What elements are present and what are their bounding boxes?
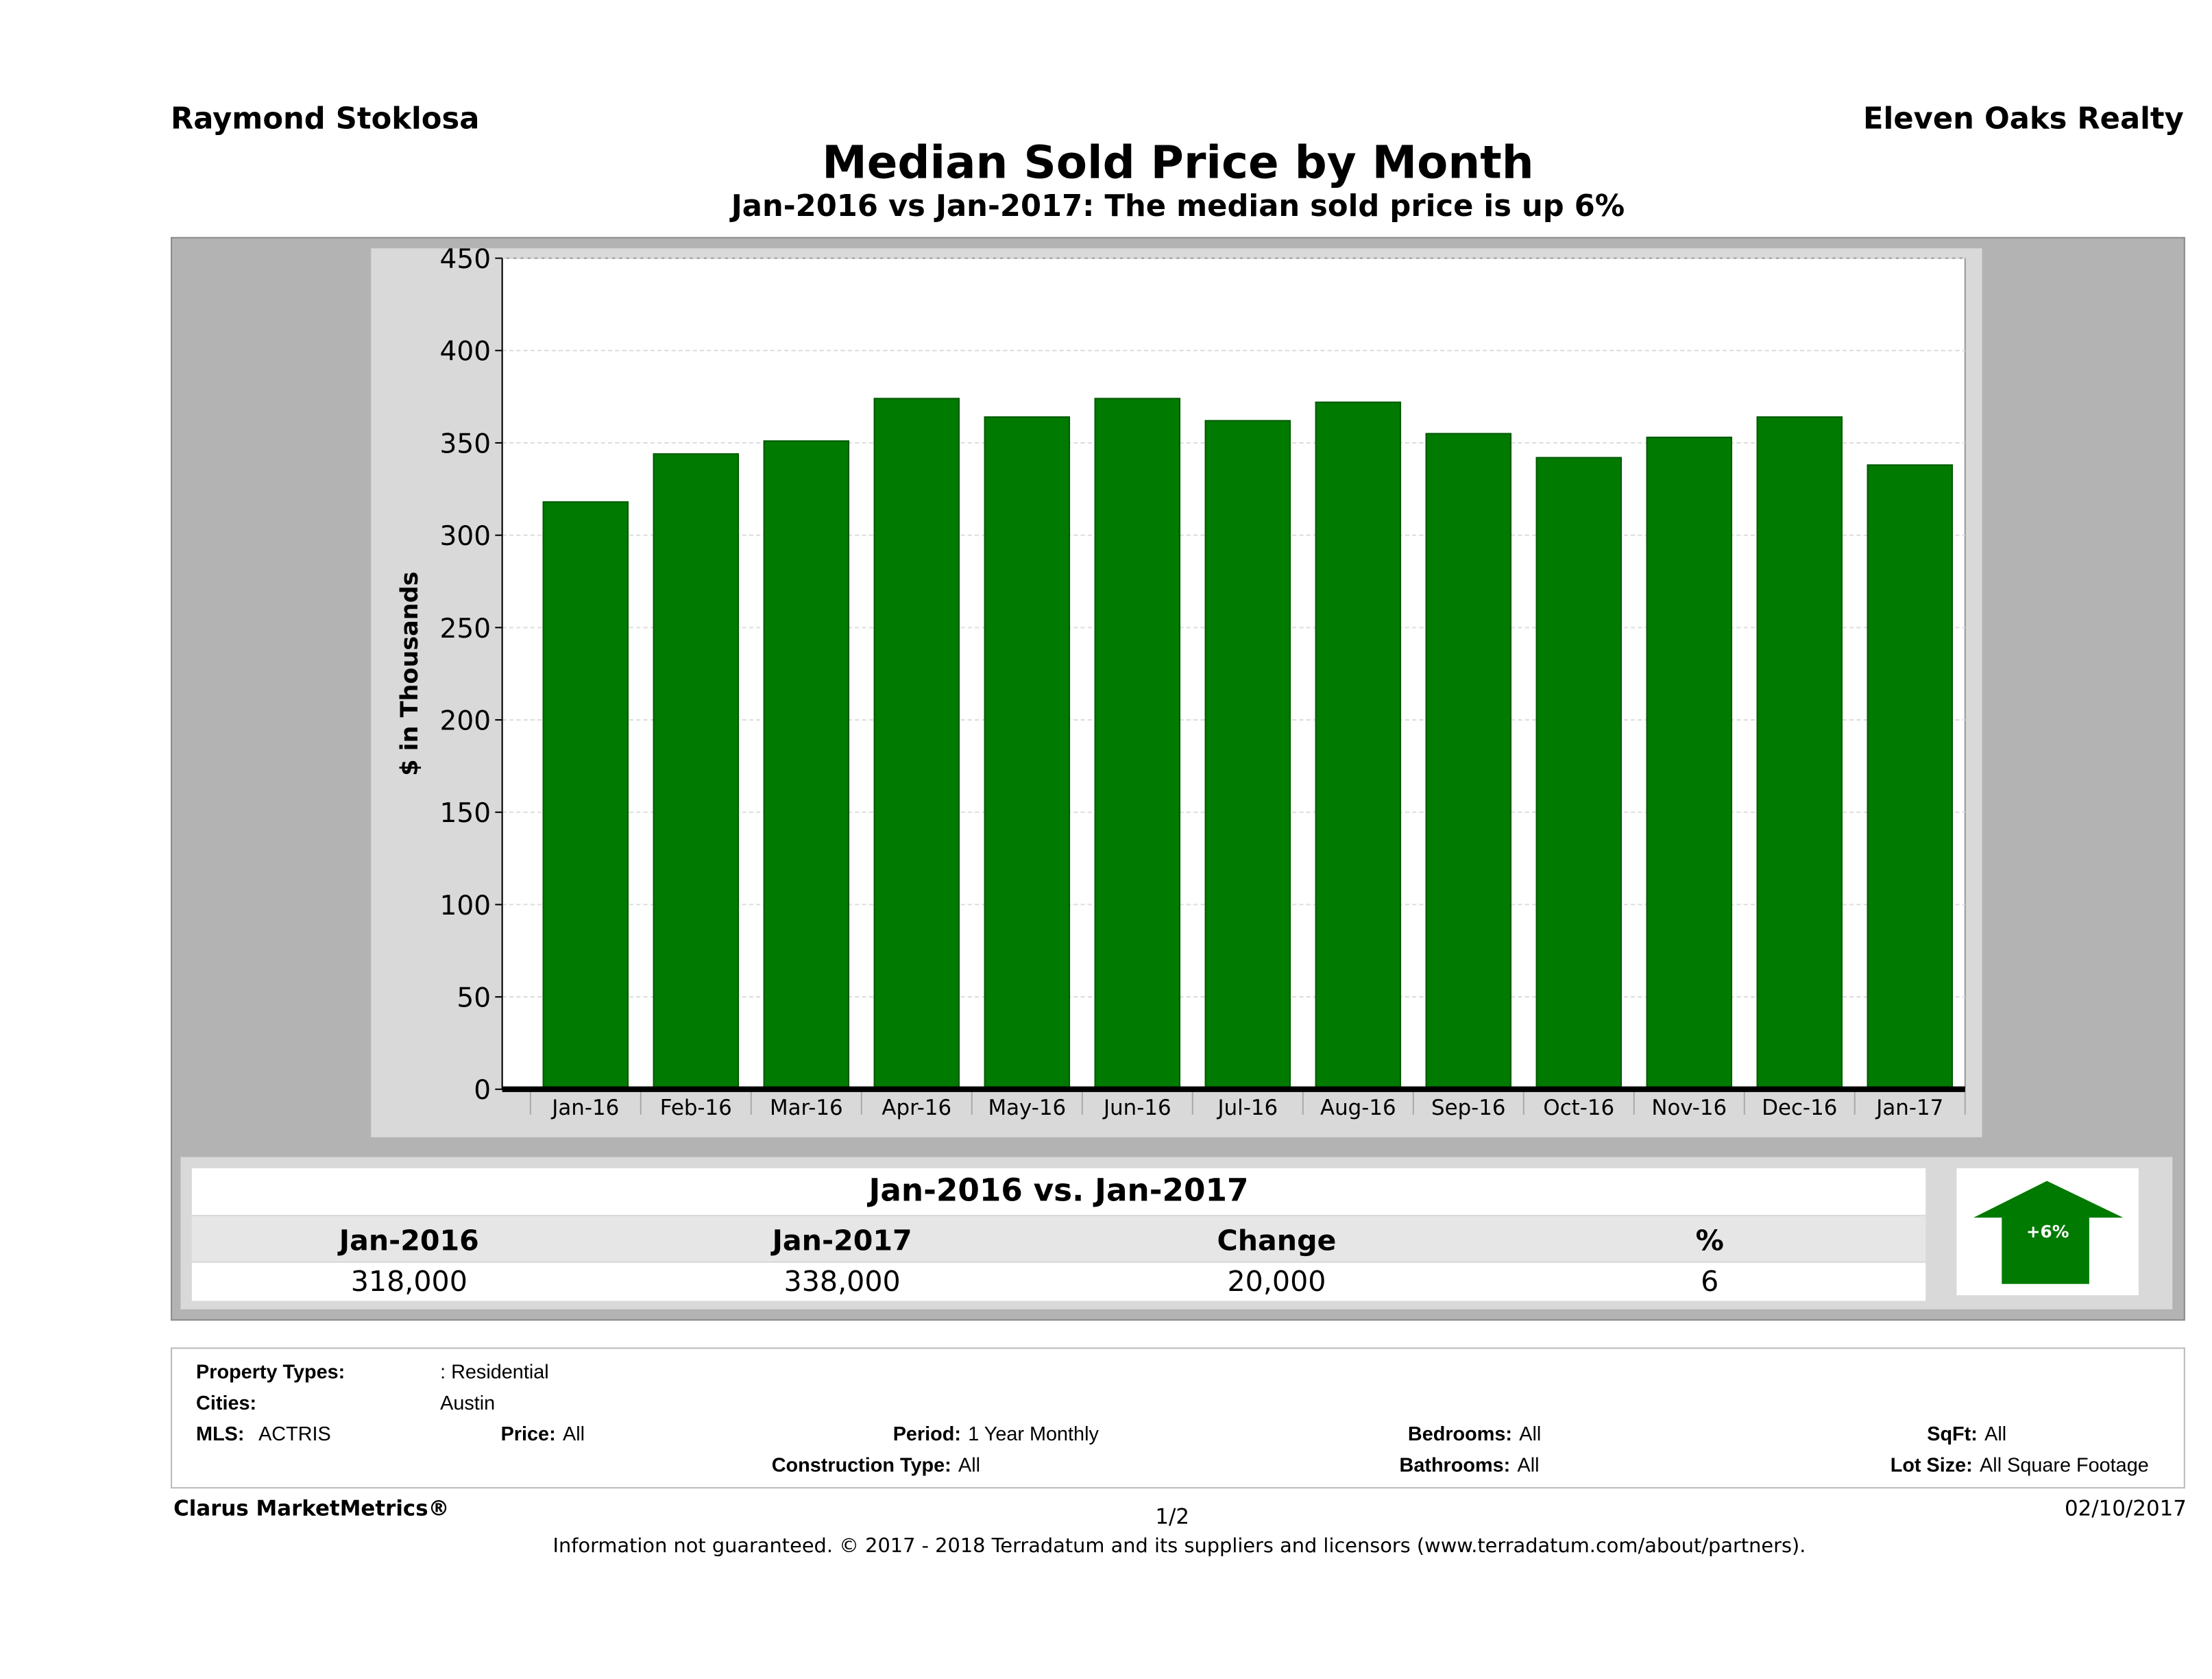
x-tick-label: May-16: [988, 1096, 1066, 1120]
header-percent: %: [1695, 1223, 1724, 1257]
y-tick-label: 0: [474, 1075, 491, 1106]
x-tick-label: Jan-17: [1875, 1096, 1943, 1120]
y-tick-label: 200: [440, 705, 491, 736]
filter-mls: MLS: ACTRIS: [196, 1422, 331, 1445]
bar-chart: 0 50 100 150 200 250 300 350 400 450 Jan-16 Feb-16 M…: [396, 244, 1966, 1120]
cities-label: Cities:: [196, 1391, 257, 1414]
x-tick-label: Jul-16: [1216, 1096, 1278, 1120]
comparison-title-row: Jan-2016 vs. Jan-2017: [191, 1168, 1926, 1215]
up-arrow-icon: [1973, 1181, 2124, 1284]
y-tick-label: 300: [440, 521, 491, 552]
mls-label: MLS:: [196, 1422, 245, 1445]
report-date: 02/10/2017: [2064, 1495, 2187, 1521]
y-tick-label: 450: [440, 248, 491, 275]
chart-panel: 0 50 100 150 200 250 300 350 400 450 Jan-16 Feb-16 M…: [371, 244, 1982, 1137]
period-value: 1 Year Monthly: [968, 1422, 1099, 1445]
bar-dec-16: [1756, 416, 1843, 1090]
chart-title: Median Sold Price by Month: [822, 135, 1534, 189]
property-types-label: Property Types:: [196, 1360, 345, 1383]
filter-lot-size: Lot Size: All Square Footage: [1891, 1453, 2149, 1476]
bar-mar-16: [763, 440, 850, 1090]
bar-aug-16: [1315, 401, 1402, 1090]
x-tick-label: Oct-16: [1543, 1096, 1614, 1120]
mls-value: ACTRIS: [258, 1422, 331, 1445]
bar-sep-16: [1425, 433, 1512, 1090]
chart-subtitle: Jan-2016 vs Jan-2017: The median sold pr…: [731, 189, 1625, 224]
x-tick-label: Feb-16: [660, 1096, 732, 1120]
footer-brand: Clarus MarketMetrics®: [173, 1495, 450, 1521]
price-value: All: [562, 1422, 585, 1445]
x-tick-label: Aug-16: [1320, 1096, 1396, 1120]
filter-price: Price: All: [501, 1422, 585, 1445]
page-number: 1/2: [1155, 1503, 1190, 1530]
bathrooms-value: All: [1517, 1453, 1540, 1476]
filter-bathrooms: Bathrooms: All: [1400, 1453, 1540, 1476]
filter-period: Period: 1 Year Monthly: [893, 1422, 1099, 1445]
x-tick-label: Nov-16: [1651, 1096, 1727, 1120]
y-tick-label: 150: [440, 798, 491, 829]
y-tick-label: 100: [440, 891, 491, 921]
construction-value: All: [958, 1453, 981, 1476]
sqft-label: SqFt:: [1927, 1422, 1978, 1445]
comparison-header-row: Jan-2016 Jan-2017 Change %: [191, 1216, 1926, 1261]
property-types-value: : Residential: [440, 1360, 549, 1383]
filter-sqft: SqFt: All: [1927, 1422, 2006, 1445]
value-percent: 6: [1701, 1264, 1719, 1298]
y-tick-label: 350: [440, 428, 491, 459]
bar-jan-17: [1867, 464, 1954, 1090]
bar-feb-16: [653, 453, 740, 1090]
value-change: 20,000: [1227, 1264, 1326, 1298]
header-jan-2016: Jan-2016: [339, 1223, 479, 1257]
header-change: Change: [1217, 1223, 1337, 1257]
construction-label: Construction Type:: [771, 1453, 951, 1476]
bar-may-16: [984, 416, 1071, 1090]
filter-construction: Construction Type: All: [772, 1453, 980, 1476]
bar-jan-16: [542, 501, 629, 1090]
bar-nov-16: [1646, 436, 1733, 1090]
x-tick-label: Dec-16: [1762, 1096, 1837, 1120]
y-axis-label: $ in Thousands: [396, 571, 424, 775]
filter-bedrooms: Bedrooms: All: [1408, 1422, 1541, 1445]
change-badge-text: +6%: [2026, 1222, 2069, 1242]
price-label: Price:: [500, 1422, 556, 1445]
bar-apr-16: [873, 398, 960, 1090]
x-tick-label: Apr-16: [882, 1096, 951, 1120]
filter-property-types: Property Types: : Residential: [196, 1360, 549, 1383]
value-jan-2016: 318,000: [350, 1264, 467, 1298]
y-tick-label: 250: [440, 614, 491, 644]
change-badge: +6%: [1956, 1168, 2139, 1296]
sqft-value: All: [1984, 1422, 2007, 1445]
filters-panel: Property Types: : Residential Cities: Aust…: [171, 1347, 2185, 1489]
y-tick-label: 50: [457, 982, 491, 1013]
disclaimer: Information not guaranteed. © 2017 - 201…: [552, 1535, 1806, 1558]
bar-jun-16: [1094, 398, 1181, 1090]
bar-jul-16: [1204, 420, 1291, 1090]
bedrooms-label: Bedrooms:: [1407, 1422, 1512, 1445]
filter-cities: Cities: Austin: [196, 1391, 495, 1414]
lot-size-value: All Square Footage: [1980, 1453, 2149, 1476]
header-jan-2017: Jan-2017: [772, 1223, 912, 1257]
comparison-value-row: 318,000 338,000 20,000 6: [191, 1262, 1926, 1301]
brokerage-name: Eleven Oaks Realty: [1863, 101, 2184, 136]
x-tick-label: Sep-16: [1431, 1096, 1506, 1120]
x-tick-label: Mar-16: [770, 1096, 843, 1120]
lot-size-label: Lot Size:: [1890, 1453, 1973, 1476]
comparison-title: Jan-2016 vs. Jan-2017: [868, 1174, 1249, 1209]
value-jan-2017: 338,000: [783, 1264, 901, 1298]
cities-value: Austin: [440, 1391, 496, 1414]
bar-oct-16: [1535, 457, 1622, 1090]
agent-name: Raymond Stoklosa: [171, 101, 480, 136]
period-label: Period:: [892, 1422, 961, 1445]
bedrooms-value: All: [1519, 1422, 1542, 1445]
x-tick-label: Jun-16: [1102, 1096, 1171, 1120]
bathrooms-label: Bathrooms:: [1399, 1453, 1511, 1476]
x-tick-label: Jan-16: [550, 1096, 619, 1120]
y-tick-label: 400: [440, 337, 491, 367]
